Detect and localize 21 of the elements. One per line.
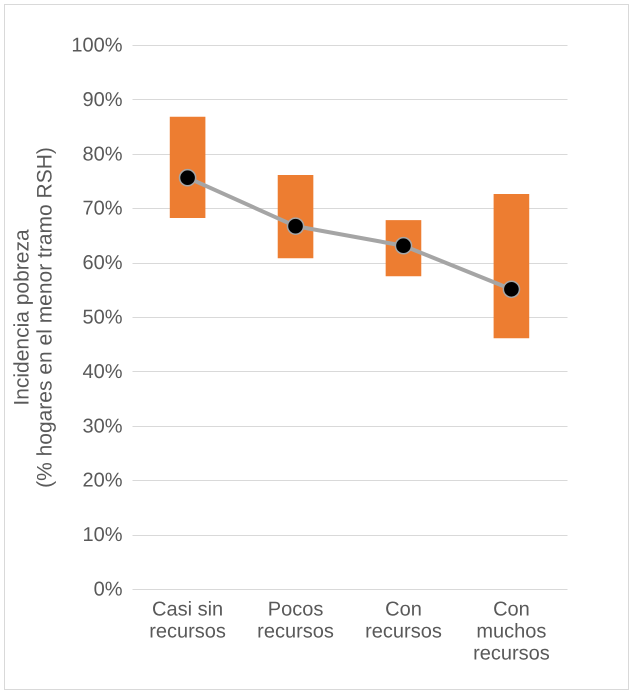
- bar: [170, 116, 206, 218]
- y-tick-label: 90%: [82, 88, 123, 111]
- y-tick-label: 70%: [82, 198, 123, 220]
- point: [502, 280, 520, 298]
- y-tick-label: 40%: [82, 360, 123, 383]
- y-tick-label: 20%: [82, 470, 123, 492]
- x-tick-label: Pocos recursos: [257, 598, 334, 642]
- y-tick-label: 100%: [71, 34, 123, 56]
- point: [286, 217, 304, 235]
- point: [178, 168, 196, 187]
- y-tick-label: 50%: [82, 306, 123, 328]
- y-tick-label: 80%: [82, 143, 123, 166]
- y-axis-title: Incidencia pobreza (% hogares en el menor tramo RSH): [10, 147, 56, 488]
- y-tick-label: 10%: [82, 524, 123, 546]
- x-tick-label: Con recursos: [365, 598, 442, 642]
- x-tick-label: Casi sin recursos: [149, 598, 226, 642]
- y-tick-label: 60%: [82, 252, 123, 274]
- y-tick-label: 0%: [94, 578, 123, 600]
- x-tick-label: Con muchos recursos: [473, 598, 550, 664]
- bar: [494, 194, 530, 338]
- y-tick-label: 30%: [82, 415, 123, 438]
